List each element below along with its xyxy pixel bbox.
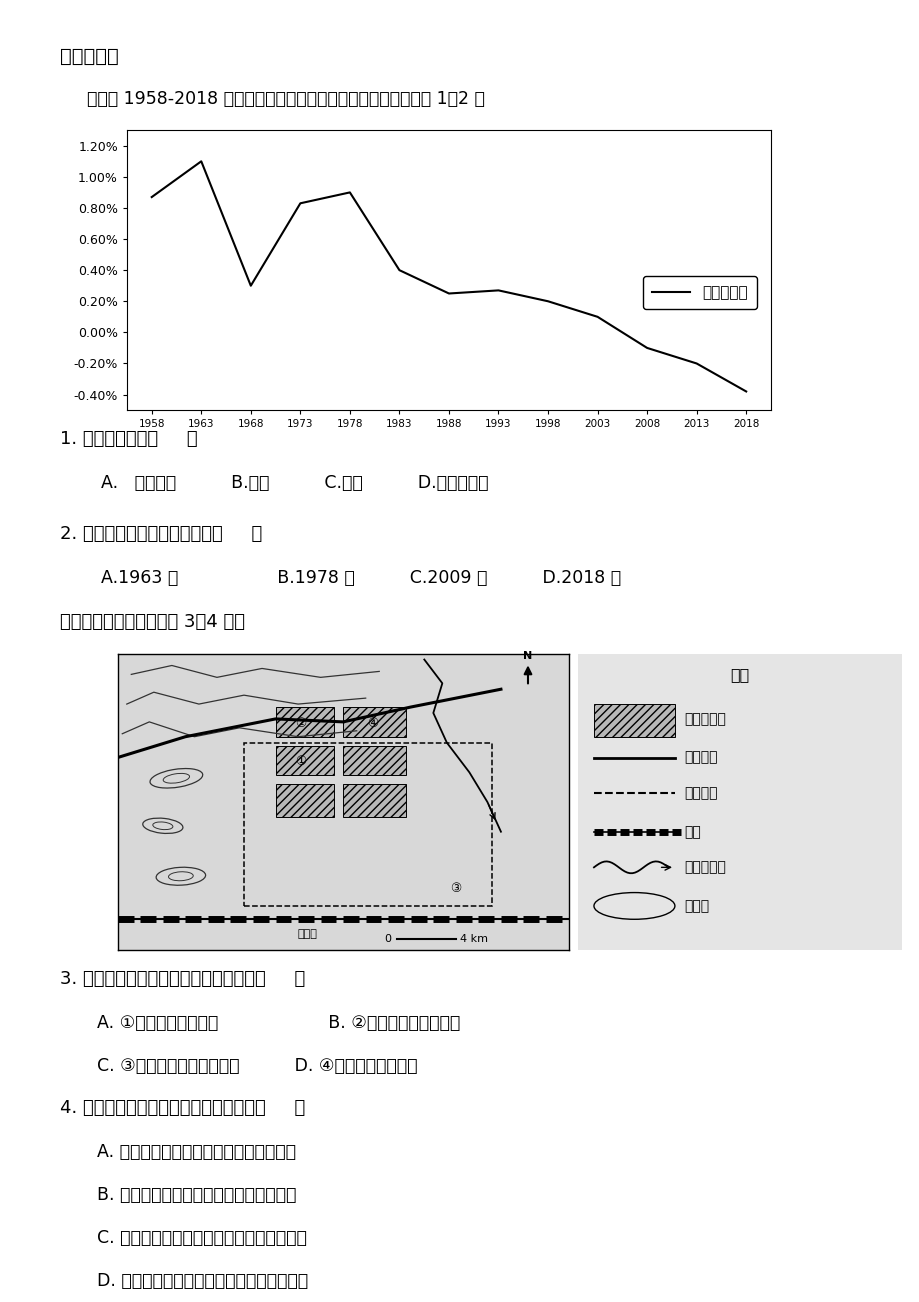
Text: 4. 关于城市国道改道的说法，正确的是（     ）: 4. 关于城市国道改道的说法，正确的是（ ） [60, 1099, 305, 1117]
Bar [276, 784, 334, 816]
Text: B. 引导城市建成区在空间上往北、东发展: B. 引导城市建成区在空间上往北、东发展 [96, 1186, 296, 1204]
Text: C. 使过境车辆绕过城市，缓解城区交通拥堵: C. 使过境车辆绕过城市，缓解城区交通拥堵 [96, 1229, 306, 1247]
Text: 1. 该国最可能是（     ）: 1. 该国最可能是（ ） [60, 430, 198, 448]
Text: 等高线: 等高线 [684, 898, 709, 913]
Text: A.1963 年                  B.1978 年          C.2009 年          D.2018 年: A.1963 年 B.1978 年 C.2009 年 D.2018 年 [101, 569, 620, 587]
Text: 图例: 图例 [730, 667, 748, 682]
Bar [343, 784, 406, 816]
Text: 读某城区分布略图，完成 3～4 题。: 读某城区分布略图，完成 3～4 题。 [60, 613, 244, 631]
Text: 4 km: 4 km [460, 934, 488, 944]
Text: 0: 0 [384, 934, 391, 944]
Text: 原国道线: 原国道线 [684, 750, 718, 764]
Text: A. ①处布局高级住宅区                    B. ②处为大型港口仓储区: A. ①处布局高级住宅区 B. ②处为大型港口仓储区 [96, 1014, 460, 1032]
Bar [276, 707, 334, 737]
Text: ②: ② [294, 717, 306, 730]
Text: ③: ③ [449, 881, 461, 894]
Text: 河流及流向: 河流及流向 [684, 861, 726, 875]
Bar [343, 707, 406, 737]
Legend: 人口增长率: 人口增长率 [641, 276, 756, 310]
Text: A. 更加方便市民出行，提供多种出行方式: A. 更加方便市民出行，提供多种出行方式 [96, 1143, 295, 1161]
Text: 下图为 1958-2018 年亚洲某国人口增长率变化示意图，据图完成 1～2 题: 下图为 1958-2018 年亚洲某国人口增长率变化示意图，据图完成 1～2 题 [87, 90, 484, 108]
Text: D. 使进入城市车流减少，限制城市经济发展: D. 使进入城市车流减少，限制城市经济发展 [96, 1272, 307, 1290]
Text: 铁路: 铁路 [684, 824, 700, 838]
Text: 2. 该国人口最多的年份可能是（     ）: 2. 该国人口最多的年份可能是（ ） [60, 525, 262, 543]
Text: A.   孟加拉国          B.日本          C.德国          D.沙特阿拉伯: A. 孟加拉国 B.日本 C.德国 D.沙特阿拉伯 [101, 474, 488, 492]
Text: 一、选择题: 一、选择题 [60, 47, 119, 65]
Text: 3. 该城市布局中，各种布局最合理的是（     ）: 3. 该城市布局中，各种布局最合理的是（ ） [60, 970, 305, 988]
Text: ①: ① [294, 755, 306, 768]
Text: 城市建成区: 城市建成区 [684, 712, 726, 727]
Text: 新国道线: 新国道线 [684, 786, 718, 801]
Text: 火车站: 火车站 [297, 930, 317, 939]
Text: N: N [523, 651, 532, 661]
Bar [343, 746, 406, 775]
Text: C. ③处为城市外迁的水泥厂          D. ④处布局沿江商业区: C. ③处为城市外迁的水泥厂 D. ④处布局沿江商业区 [96, 1057, 416, 1075]
Bar [244, 742, 492, 906]
Text: ④: ④ [367, 717, 378, 730]
Bar [276, 746, 334, 775]
Bar [594, 704, 675, 737]
